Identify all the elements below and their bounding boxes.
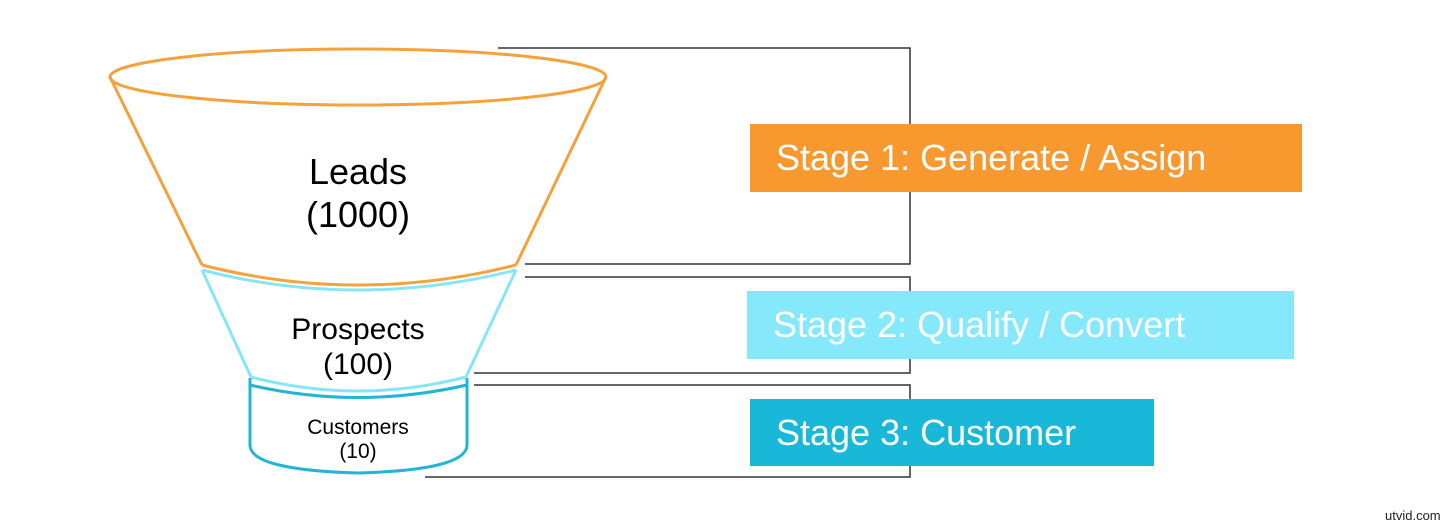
stage-3-label: Stage 3: Customer: [776, 411, 1077, 453]
customers-label: Customers (10): [258, 416, 458, 464]
customers-title: Customers: [307, 416, 409, 439]
leads-shape: [108, 47, 608, 287]
leads-count: (1000): [305, 194, 411, 236]
prospects-count: (100): [322, 348, 394, 382]
stage-2-label: Stage 2: Qualify / Convert: [773, 304, 1186, 345]
stage-1-label: Stage 1: Generate / Assign: [776, 137, 1207, 178]
prospects-title: Prospects: [291, 313, 425, 346]
prospects-label: Prospects (100): [248, 312, 468, 383]
customers-shape: [248, 378, 469, 475]
watermark: utvid.com: [1385, 508, 1441, 523]
stage-3-box: Stage 3: Customer: [750, 399, 1154, 466]
customers-count: (10): [339, 440, 377, 464]
stage-2-box: Stage 2: Qualify / Convert: [747, 291, 1294, 359]
stage-1-box: Stage 1: Generate / Assign: [750, 124, 1302, 192]
prospects-shape: [200, 268, 518, 393]
leads-title: Leads: [308, 151, 408, 192]
leads-label: Leads (1000): [258, 150, 458, 236]
